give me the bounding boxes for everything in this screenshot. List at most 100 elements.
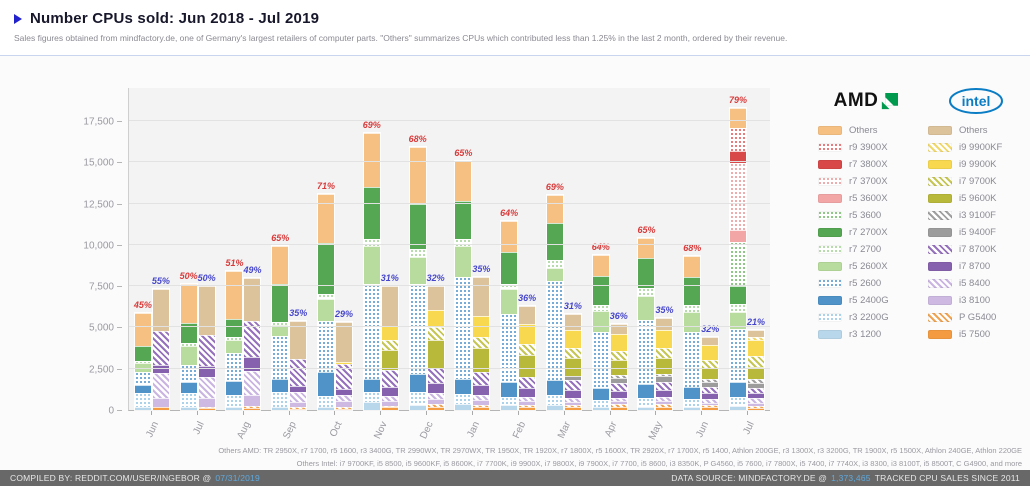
intel-share-label: 31% xyxy=(380,273,399,284)
legend-item-i5-9400f: i5 9400F xyxy=(928,224,1024,241)
bar-segment-r5-2400g xyxy=(730,381,747,397)
legend-label: i5 9400F xyxy=(959,227,996,238)
bar-segment-i7-9700k xyxy=(473,336,490,349)
x-axis-tick xyxy=(655,411,657,415)
bar-segment-r5-2400g xyxy=(134,385,151,394)
bar-segment-r3-2200g xyxy=(134,393,151,408)
x-axis-tick xyxy=(288,411,290,415)
bar-segment-others xyxy=(684,256,701,278)
bar-segment-i5-7500 xyxy=(473,407,490,410)
legend-label: i3 9100F xyxy=(959,210,996,221)
bar-segment-i5-9400f xyxy=(748,382,765,388)
x-label-slot: May xyxy=(632,411,678,451)
bar-segment-i9-9900k xyxy=(381,326,398,341)
bar-segment-i5-8400 xyxy=(748,398,765,404)
bar-segment-i9-9900k xyxy=(427,309,444,327)
amd-bar-stack xyxy=(546,195,563,410)
bar-segment-r7-2700 xyxy=(318,293,335,299)
bar-segment-r3-2200g xyxy=(501,396,518,406)
y-axis-tick xyxy=(117,162,122,164)
bar-segment-r7-2700 xyxy=(592,305,609,311)
legend-swatch xyxy=(928,194,952,203)
bar-segment-i3-9100f xyxy=(610,375,627,378)
legend-swatch xyxy=(818,279,842,288)
legend-swatch xyxy=(928,211,952,220)
bar-segment-r5-2600x xyxy=(363,245,380,285)
month-group: 69% 31% xyxy=(358,88,404,410)
bar-segment-i3-8100 xyxy=(564,401,581,405)
gridline xyxy=(129,161,770,163)
amd-bar: 65% xyxy=(271,233,289,410)
legend-swatch xyxy=(928,177,952,186)
intel-bar: 36% xyxy=(610,311,628,410)
bar-segment-i7-8700k xyxy=(702,386,719,394)
bar-segment-i3-9100f xyxy=(748,379,765,383)
intel-logo-text: intel xyxy=(962,93,991,109)
legend-label: r7 3700X xyxy=(849,176,888,187)
bar-segment-r7-2700 xyxy=(134,361,151,363)
bar-segment-i5-8400 xyxy=(427,392,444,400)
bar-segment-i5-8400 xyxy=(610,397,627,401)
amd-share-label: 65% xyxy=(271,232,290,243)
amd-bar-stack xyxy=(363,132,380,410)
intel-bar-stack xyxy=(519,305,536,410)
bar-segment-r7-2700x xyxy=(363,187,380,240)
bar-segment-i7-8700k xyxy=(519,376,536,388)
bar-segment-r7-2700x xyxy=(501,252,518,284)
bar-segment-r5-2600 xyxy=(272,336,289,379)
header: Number CPUs sold: Jun 2018 - Jul 2019 Sa… xyxy=(0,0,1030,56)
bar-segment-i9-9900k xyxy=(702,344,719,360)
legend-swatch xyxy=(818,245,842,254)
bar-segment-i5-8400 xyxy=(290,391,307,402)
bar-segment-r3-1200 xyxy=(684,406,701,410)
bar-segment-i7-9700k xyxy=(564,348,581,358)
gridline xyxy=(129,202,770,204)
bar-segment-r5-2600x xyxy=(409,257,426,285)
bar-segment-others xyxy=(409,147,426,204)
bar-segment-r5-2400g xyxy=(409,373,426,392)
y-axis-tick-label: 7,500 xyxy=(88,281,114,293)
bar-segment-r7-2700x xyxy=(409,203,426,250)
legend-swatch xyxy=(928,262,952,271)
bar-segment-r3-1200 xyxy=(226,407,243,410)
x-label-slot: Sep xyxy=(266,411,312,451)
x-axis-month-label: Jul xyxy=(741,420,758,437)
bar-segment-r3-2200g xyxy=(592,400,609,408)
page-title: Number CPUs sold: Jun 2018 - Jul 2019 xyxy=(30,10,320,27)
legend-item-r7-2700: r7 2700 xyxy=(818,241,914,258)
legend-label: i9 9900KF xyxy=(959,142,1003,153)
x-axis-month-label: Feb xyxy=(510,420,528,441)
bar-segment-i5-8400 xyxy=(702,399,719,403)
x-axis-tick xyxy=(242,411,244,415)
intel-share-label: 36% xyxy=(609,311,628,322)
legend: AMD Others r9 3900X r7 3800X r7 3700X r5 360… xyxy=(818,86,1024,343)
x-axis-month-label: May xyxy=(647,420,666,442)
legend-swatch xyxy=(928,143,952,152)
legend-swatch xyxy=(928,279,952,288)
footer-date-link[interactable]: 07/31/2019 xyxy=(215,473,260,483)
bar-segment-i9-9900k xyxy=(748,339,765,357)
x-label-slot: Aug xyxy=(220,411,266,451)
bar-segment-r7-2700x xyxy=(730,285,747,304)
bar-segment-others xyxy=(546,195,563,224)
footer-source-count[interactable]: 1,373,465 xyxy=(831,473,871,483)
legend-swatch xyxy=(818,143,842,152)
bar-segment-i7-8700k xyxy=(610,382,627,391)
bar-segment-p-g5400 xyxy=(473,405,490,408)
bar-segment-i5-9400f xyxy=(702,381,719,387)
intel-bar: 32% xyxy=(701,324,719,410)
x-axis-tick xyxy=(426,411,428,415)
bar-segment-p-g5400 xyxy=(519,404,536,408)
bar-segment-others xyxy=(564,314,581,330)
legend-label: i5 8400 xyxy=(959,278,991,289)
bar-segment-p-g5400 xyxy=(336,406,353,409)
bar-groups: 45% 55% 50% 50% 51% 49% 65% 35% 71% 29% 69% 31% 68% 3… xyxy=(129,88,770,410)
bar-segment-r5-2600 xyxy=(134,372,151,386)
bar-segment-i5-9600k xyxy=(381,350,398,371)
bar-segment-r5-2400g xyxy=(455,379,472,395)
bar-segment-r5-2400g xyxy=(180,381,197,393)
legend-item-r7-2700x: r7 2700X xyxy=(818,224,914,241)
bar-segment-r7-3700x xyxy=(730,162,747,231)
amd-bar-stack xyxy=(730,107,747,410)
bar-segment-others xyxy=(152,288,169,331)
